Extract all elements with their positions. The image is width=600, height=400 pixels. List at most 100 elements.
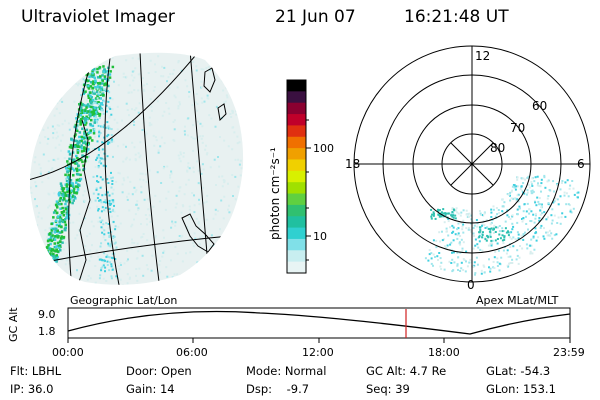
speckle-dot xyxy=(492,228,495,231)
speckle-dot xyxy=(113,80,115,83)
aurora-dot xyxy=(59,231,62,234)
speckle-dot xyxy=(442,212,445,215)
aurora-dot xyxy=(55,227,58,231)
speckle-dot xyxy=(241,62,244,65)
speckle-dot xyxy=(29,169,30,172)
speckle-dot xyxy=(454,209,457,212)
speckle-dot xyxy=(125,75,128,78)
speckle-dot xyxy=(546,234,549,237)
aurora-dot xyxy=(97,193,100,196)
speckle-dot xyxy=(190,77,193,80)
aurora-dot xyxy=(79,110,83,113)
speckle-dot xyxy=(459,270,462,272)
speckle-dot xyxy=(64,119,66,122)
speckle-dot xyxy=(209,251,212,254)
speckle-dot xyxy=(515,185,518,188)
aurora-dot xyxy=(64,202,67,206)
speckle-dot xyxy=(168,112,171,115)
speckle-dot xyxy=(440,211,443,214)
speckle-dot xyxy=(483,265,486,268)
aurora-dot xyxy=(108,199,111,202)
aurora-dot xyxy=(42,284,46,285)
speckle-dot xyxy=(448,260,451,263)
speckle-dot xyxy=(65,177,68,180)
aurora-dot xyxy=(75,181,78,184)
speckle-dot xyxy=(489,228,492,230)
speckle-dot xyxy=(453,261,456,264)
speckle-dot xyxy=(162,229,165,232)
speckle-dot xyxy=(560,216,563,219)
aurora-dot xyxy=(42,284,45,285)
speckle-dot xyxy=(492,260,495,263)
speckle-dot xyxy=(233,266,236,269)
aurora-dot xyxy=(112,155,114,158)
aurora-dot xyxy=(69,191,72,195)
speckle-dot xyxy=(184,133,186,136)
speckle-dot xyxy=(97,255,100,258)
speckle-dot xyxy=(462,219,465,222)
speckle-dot xyxy=(205,144,207,147)
aurora-dot xyxy=(53,238,57,241)
aurora-dot xyxy=(107,256,110,258)
aurora-dot xyxy=(113,235,116,238)
speckle-dot xyxy=(450,212,453,215)
aurora-dot xyxy=(115,275,118,278)
speckle-dot xyxy=(154,136,157,139)
speckle-dot xyxy=(544,186,547,189)
speckle-dot xyxy=(210,117,213,120)
aurora-dot xyxy=(107,231,110,234)
speckle-dot xyxy=(173,94,176,97)
speckle-dot xyxy=(47,206,50,209)
speckle-dot xyxy=(568,187,571,190)
speckle-dot xyxy=(549,234,552,237)
aurora-dot xyxy=(94,79,97,82)
speckle-dot xyxy=(92,175,95,178)
speckle-dot xyxy=(551,208,554,211)
speckle-dot xyxy=(498,230,501,233)
speckle-dot xyxy=(102,284,105,285)
aurora-dot xyxy=(67,181,71,184)
aurora-dot xyxy=(43,284,46,285)
speckle-dot xyxy=(225,94,228,97)
speckle-dot xyxy=(224,100,227,103)
aurora-dot xyxy=(98,112,102,116)
speckle-dot xyxy=(169,73,172,75)
aurora-dot xyxy=(87,148,90,151)
speckle-dot xyxy=(86,278,89,281)
speckle-dot xyxy=(450,241,453,244)
aurora-dot xyxy=(101,103,104,106)
aurora-dot xyxy=(90,105,93,109)
speckle-dot xyxy=(84,63,87,66)
aurora-dot xyxy=(99,200,102,203)
aurora-dot xyxy=(97,101,100,104)
speckle-dot xyxy=(73,100,76,103)
aurora-dot xyxy=(83,146,86,149)
speckle-dot xyxy=(65,169,67,172)
aurora-dot xyxy=(66,176,70,179)
status-gain: Gain: 14 xyxy=(126,382,175,396)
speckle-dot xyxy=(126,109,129,111)
aurora-dot xyxy=(75,124,79,127)
aurora-dot xyxy=(86,111,89,114)
speckle-dot xyxy=(200,172,203,175)
speckle-dot xyxy=(485,239,488,242)
aurora-dot xyxy=(96,155,99,158)
speckle-dot xyxy=(94,199,97,202)
aurora-dot xyxy=(106,135,109,138)
aurora-dot xyxy=(56,244,59,248)
aurora-dot xyxy=(99,186,102,189)
speckle-dot xyxy=(84,59,87,62)
aurora-dot xyxy=(84,117,88,120)
color-scale-band xyxy=(287,182,306,195)
speckle-dot xyxy=(516,213,519,216)
aurora-dot xyxy=(72,199,75,202)
speckle-dot xyxy=(502,249,505,252)
speckle-dot xyxy=(192,61,195,63)
speckle-dot xyxy=(478,210,481,212)
speckle-dot xyxy=(465,213,468,216)
aurora-dot xyxy=(46,257,50,261)
speckle-dot xyxy=(462,269,465,271)
speckle-dot xyxy=(171,72,174,75)
speckle-dot xyxy=(563,191,566,194)
speckle-dot xyxy=(57,93,60,96)
